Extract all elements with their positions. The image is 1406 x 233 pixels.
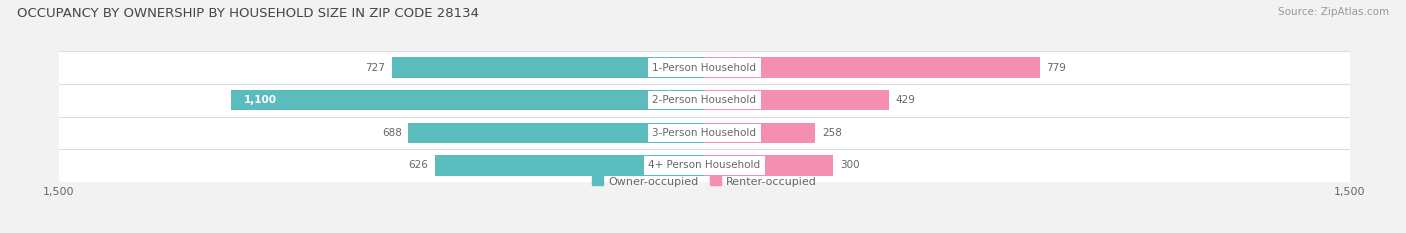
Text: 4+ Person Household: 4+ Person Household: [648, 161, 761, 170]
Bar: [408, 123, 704, 143]
Bar: [59, 149, 1350, 182]
Bar: [704, 90, 889, 110]
Bar: [704, 123, 815, 143]
Text: 779: 779: [1046, 63, 1066, 72]
Bar: [704, 58, 1039, 78]
Text: OCCUPANCY BY OWNERSHIP BY HOUSEHOLD SIZE IN ZIP CODE 28134: OCCUPANCY BY OWNERSHIP BY HOUSEHOLD SIZE…: [17, 7, 479, 20]
Text: 727: 727: [366, 63, 385, 72]
Bar: [392, 58, 704, 78]
Legend: Owner-occupied, Renter-occupied: Owner-occupied, Renter-occupied: [592, 176, 817, 187]
Text: 1-Person Household: 1-Person Household: [652, 63, 756, 72]
Bar: [704, 155, 834, 175]
Text: 688: 688: [382, 128, 402, 138]
Bar: [231, 90, 704, 110]
Text: 258: 258: [823, 128, 842, 138]
Bar: [59, 116, 1350, 149]
Text: 626: 626: [409, 161, 429, 170]
Text: 2-Person Household: 2-Person Household: [652, 95, 756, 105]
Text: 429: 429: [896, 95, 915, 105]
Bar: [434, 155, 704, 175]
Text: 1,100: 1,100: [245, 95, 277, 105]
Text: 3-Person Household: 3-Person Household: [652, 128, 756, 138]
Text: Source: ZipAtlas.com: Source: ZipAtlas.com: [1278, 7, 1389, 17]
Bar: [59, 51, 1350, 84]
Text: 300: 300: [839, 161, 859, 170]
Bar: [59, 84, 1350, 116]
